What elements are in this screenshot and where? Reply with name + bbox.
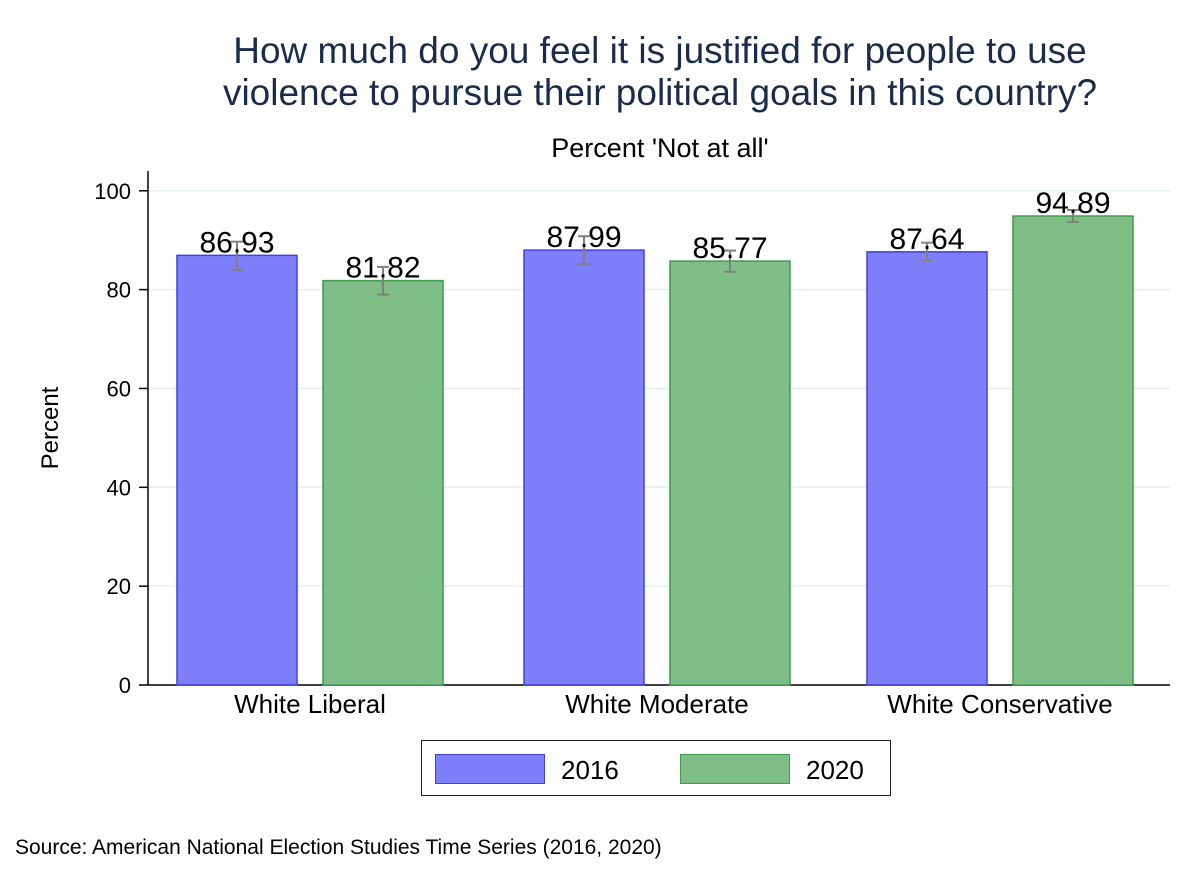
data-label-2016-2: 87.64 xyxy=(889,223,964,256)
y-axis-title: Percent xyxy=(37,386,64,469)
bar-2020-1 xyxy=(669,260,791,686)
bar-2020-0 xyxy=(322,279,444,686)
legend-label-2016: 2016 xyxy=(561,755,619,785)
category-label-2: White Conservative xyxy=(887,689,1112,719)
chart-subtitle: Percent 'Not at all' xyxy=(551,133,769,163)
legend-swatch-2016 xyxy=(435,754,545,784)
source-note: Source: American National Election Studi… xyxy=(15,836,662,859)
bar-2016-1 xyxy=(523,249,645,686)
data-label-2020-2: 94.89 xyxy=(1035,187,1110,220)
chart-title: How much do you feel it is justified for… xyxy=(0,30,1200,114)
y-tick-label-20: 20 xyxy=(107,574,131,599)
bar-2016-0 xyxy=(176,254,298,686)
data-label-2016-0: 86.93 xyxy=(199,226,274,259)
y-tick-label-60: 60 xyxy=(107,376,131,401)
chart-title-line-2: violence to pursue their political goals… xyxy=(222,72,1098,113)
data-label-2016-1: 87.99 xyxy=(546,221,621,254)
data-label-2020-0: 81.82 xyxy=(345,252,420,285)
y-tick-label-100: 100 xyxy=(94,179,131,204)
legend-label-2020: 2020 xyxy=(806,755,864,785)
bar-2020-2 xyxy=(1012,215,1134,686)
y-tick-label-40: 40 xyxy=(107,475,131,500)
legend-swatch-2020 xyxy=(680,754,790,784)
y-tick-label-0: 0 xyxy=(119,673,131,698)
bar-2016-2 xyxy=(866,251,988,686)
category-label-0: White Liberal xyxy=(234,689,386,719)
chart-title-line-1: How much do you feel it is justified for… xyxy=(233,30,1087,71)
y-tick-label-80: 80 xyxy=(107,278,131,303)
legend: 2016 2020 xyxy=(421,740,891,796)
data-label-2020-1: 85.77 xyxy=(692,232,767,265)
category-label-1: White Moderate xyxy=(565,689,749,719)
